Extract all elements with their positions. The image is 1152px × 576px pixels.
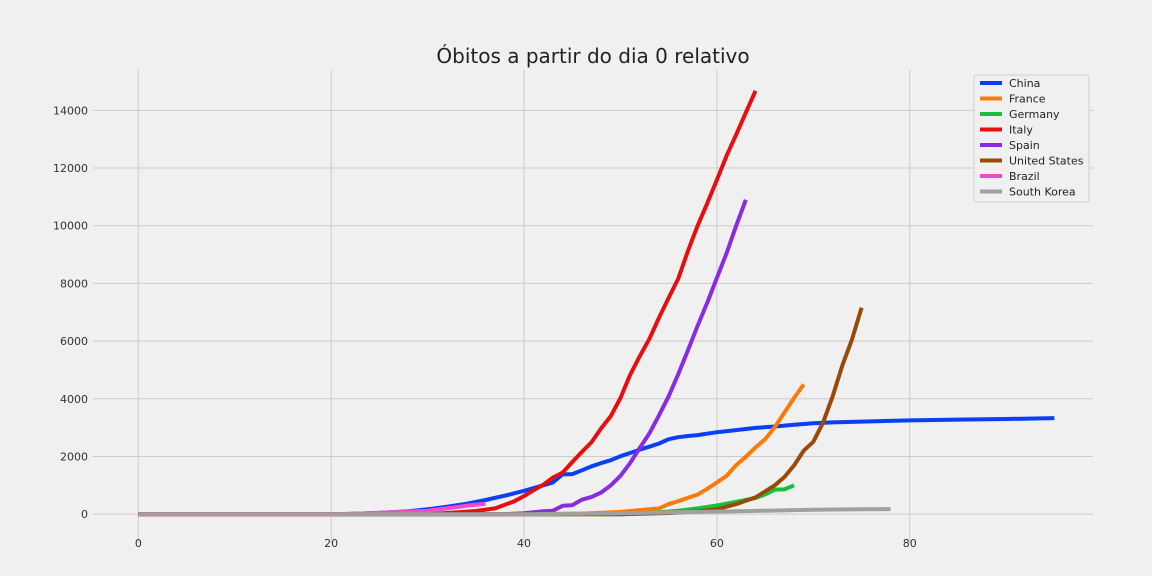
y-tick-label: 6000	[60, 335, 88, 348]
legend-label: Spain	[1009, 139, 1040, 152]
legend: China France Germany Italy Spain United State…	[973, 74, 1090, 203]
y-tick-label: 14000	[53, 104, 88, 117]
series-lines	[138, 89, 1055, 517]
series-line-south-korea	[138, 507, 891, 517]
y-tick-label: 4000	[60, 393, 88, 406]
x-tick-label: 60	[710, 537, 724, 550]
x-tick-label: 0	[135, 537, 142, 550]
legend-label: China	[1009, 77, 1040, 90]
chart-title: Óbitos a partir do dia 0 relativo	[436, 44, 749, 68]
x-tick-label: 20	[324, 537, 338, 550]
legend-label: United States	[1009, 155, 1084, 168]
legend-label: Italy	[1009, 124, 1033, 137]
legend-label: South Korea	[1009, 186, 1076, 199]
legend-label: Germany	[1009, 108, 1060, 121]
x-tick-label: 40	[517, 537, 531, 550]
y-tick-label: 8000	[60, 277, 88, 290]
y-tick-label: 12000	[53, 162, 88, 175]
legend-label: Brazil	[1009, 170, 1040, 183]
x-tick-label: 80	[903, 537, 917, 550]
series-line-spain	[138, 199, 748, 517]
series-line-united-states	[138, 307, 864, 517]
tick-labels: 0 20 40 60 80 0 2000 4000 6000 8000 10000 12000 1400…	[53, 104, 917, 550]
legend-box	[973, 74, 1090, 203]
y-tick-label: 10000	[53, 220, 88, 233]
y-tick-label: 0	[81, 508, 88, 521]
y-tick-label: 2000	[60, 450, 88, 463]
grid	[93, 70, 1093, 543]
legend-label: France	[1009, 93, 1046, 106]
series-line-italy	[138, 89, 758, 517]
series-line-france	[138, 383, 806, 517]
